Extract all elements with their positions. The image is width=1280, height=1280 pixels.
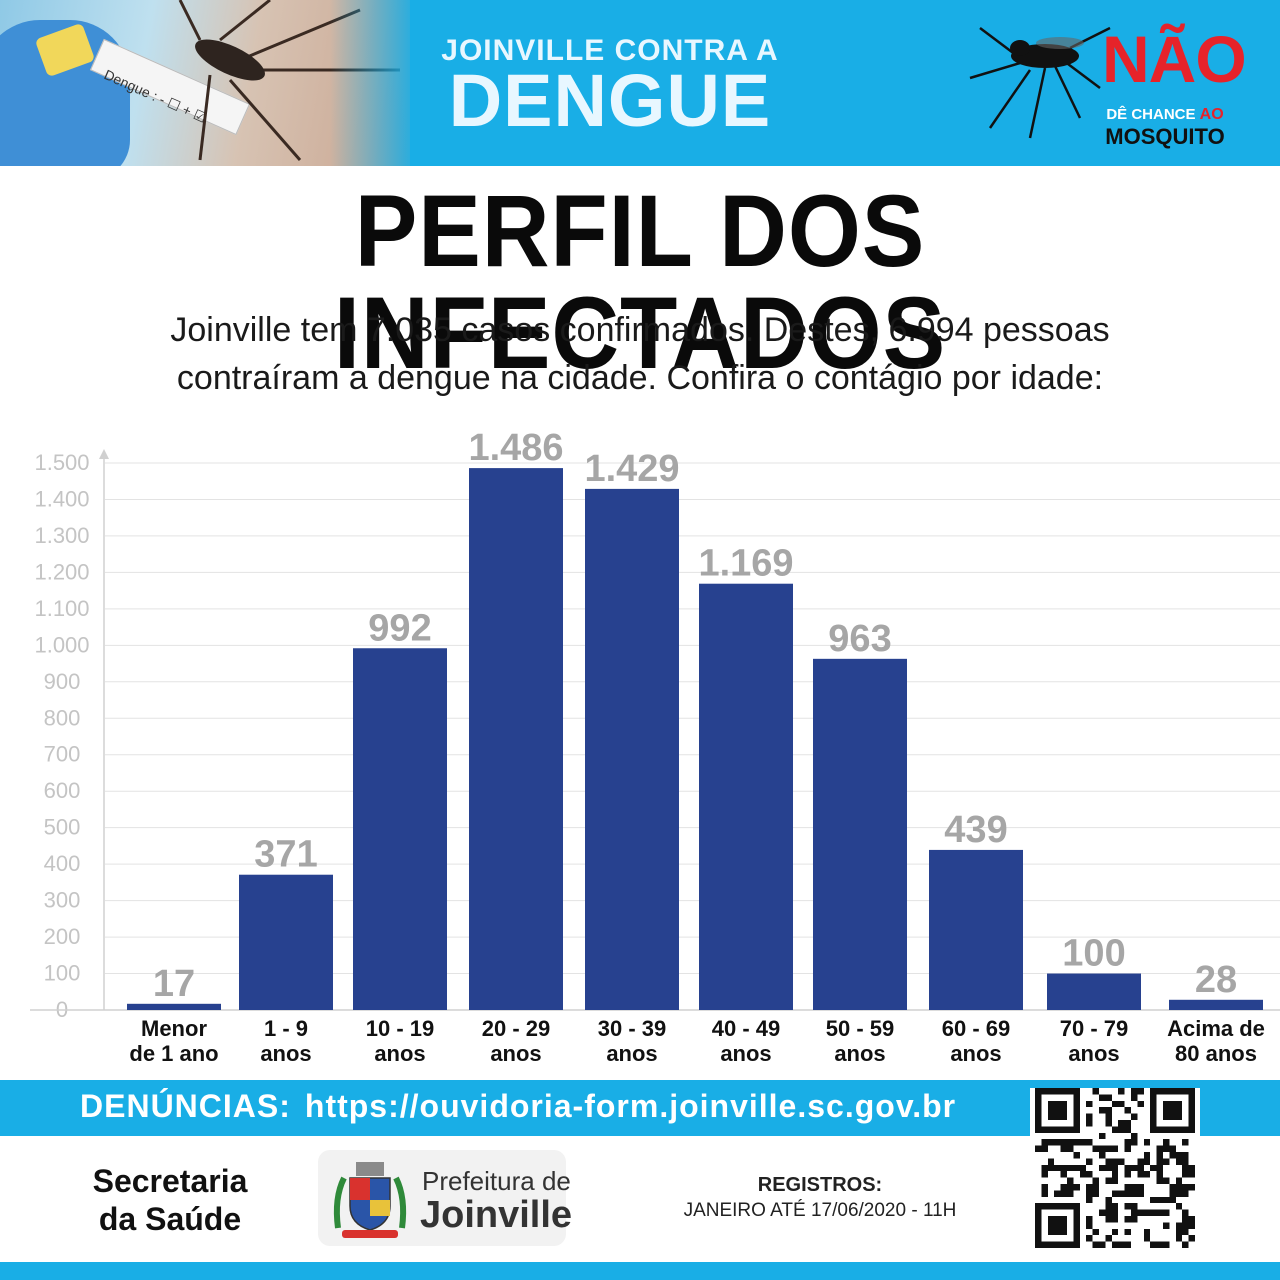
x-category-label: Menor bbox=[141, 1016, 207, 1041]
bar-value-label: 17 bbox=[153, 963, 195, 1005]
x-category-label: de 1 ano bbox=[129, 1041, 218, 1066]
registros-label: REGISTROS: bbox=[757, 1174, 883, 1196]
x-category-label: 30 - 39 bbox=[598, 1016, 667, 1041]
bar bbox=[1047, 973, 1141, 1010]
bar-value-label: 1.169 bbox=[698, 543, 793, 585]
registros-value: JANEIRO ATÉ 17/06/2020 - 11H bbox=[683, 1200, 957, 1221]
y-axis-arrow-icon bbox=[99, 449, 109, 459]
bar-value-label: 28 bbox=[1195, 959, 1237, 1001]
bar bbox=[585, 488, 679, 1010]
x-category-label: anos bbox=[374, 1041, 425, 1066]
bar bbox=[127, 1003, 221, 1010]
bottom-band bbox=[0, 1262, 1280, 1280]
bar bbox=[239, 874, 333, 1010]
y-tick-label: 100 bbox=[44, 961, 81, 986]
x-category-label: 20 - 29 bbox=[482, 1016, 551, 1041]
x-category-label: anos bbox=[720, 1041, 771, 1066]
x-category-label: anos bbox=[260, 1041, 311, 1066]
header-banner: Dengue : - ☐ + ☑ JOINVILLE CONTRA A DENG… bbox=[0, 0, 1280, 166]
mosquito-photo-icon bbox=[178, 0, 400, 161]
page-title: PERFIL DOS INFECTADOS bbox=[333, 174, 947, 390]
campaign-line1: DÊ CHANCE AO bbox=[1106, 106, 1224, 123]
y-tick-label: 500 bbox=[44, 815, 81, 840]
bar bbox=[469, 468, 563, 1010]
campaign-nao-word: NÃO bbox=[1102, 22, 1247, 96]
x-category-label: anos bbox=[950, 1041, 1001, 1066]
y-tick-label: 200 bbox=[44, 924, 81, 949]
bar bbox=[1169, 999, 1263, 1010]
bar-value-label: 992 bbox=[368, 607, 431, 649]
subtitle-line-1: Joinville tem 7.035 casos confirmados. D… bbox=[170, 311, 1110, 349]
bar-chart: 01002003004005006007008009001.0001.1001.… bbox=[30, 427, 1280, 1066]
x-category-label: 10 - 19 bbox=[366, 1016, 435, 1041]
x-category-label: 50 - 59 bbox=[826, 1016, 895, 1041]
secretaria-label: Secretaria da Saúde bbox=[92, 1163, 248, 1237]
x-category-label: 40 - 49 bbox=[712, 1016, 781, 1041]
bar bbox=[699, 583, 793, 1010]
prefeitura-line2: Joinville bbox=[420, 1194, 573, 1236]
y-tick-label: 1.100 bbox=[34, 596, 89, 621]
y-tick-label: 1.500 bbox=[34, 450, 89, 475]
y-tick-label: 800 bbox=[44, 705, 81, 730]
header-subtitle: JOINVILLE CONTRA A bbox=[441, 34, 779, 67]
subtitle-line-2: contraíram a dengue na cidade. Confira o… bbox=[176, 359, 1104, 397]
bar-value-label: 963 bbox=[828, 618, 891, 660]
bar bbox=[353, 648, 447, 1010]
denuncias-link[interactable]: https://ouvidoria-form.joinville.sc.gov.… bbox=[304, 1088, 957, 1124]
header-title: DENGUE bbox=[448, 59, 772, 142]
page-subtitle: Joinville tem 7.035 casos confirmados. D… bbox=[100, 306, 1180, 402]
header-photo: Dengue : - ☐ + ☑ bbox=[0, 0, 410, 166]
bar-value-label: 371 bbox=[254, 834, 317, 876]
x-category-label: 80 anos bbox=[1175, 1041, 1257, 1066]
y-tick-label: 600 bbox=[44, 778, 81, 803]
bar-value-label: 439 bbox=[944, 809, 1007, 851]
x-category-label: anos bbox=[1068, 1041, 1119, 1066]
y-tick-label: 1.300 bbox=[34, 523, 89, 548]
y-tick-label: 700 bbox=[44, 742, 81, 767]
x-category-label: 70 - 79 bbox=[1060, 1016, 1129, 1041]
x-category-label: Acima de bbox=[1167, 1016, 1265, 1041]
x-category-label: 60 - 69 bbox=[942, 1016, 1011, 1041]
bar-value-label: 1.429 bbox=[584, 448, 679, 490]
bar-value-label: 100 bbox=[1062, 933, 1125, 975]
x-category-label: anos bbox=[490, 1041, 541, 1066]
bar-value-label: 1.486 bbox=[468, 427, 563, 469]
city-crest-icon bbox=[333, 1162, 407, 1238]
y-tick-label: 1.200 bbox=[34, 559, 89, 584]
y-tick-label: 300 bbox=[44, 888, 81, 913]
denuncias-text: DENÚNCIAS: https://ouvidoria-form.joinvil… bbox=[80, 1088, 956, 1125]
y-tick-label: 400 bbox=[44, 851, 81, 876]
x-category-label: 1 - 9 bbox=[264, 1016, 308, 1041]
prefeitura-line1: Prefeitura de bbox=[422, 1166, 571, 1196]
qr-code-icon[interactable] bbox=[1030, 1088, 1200, 1248]
denuncias-label: DENÚNCIAS: bbox=[80, 1088, 291, 1124]
y-tick-label: 1.000 bbox=[34, 632, 89, 657]
mosquito-logo-icon bbox=[969, 26, 1111, 139]
x-category-label: anos bbox=[834, 1041, 885, 1066]
bar bbox=[929, 849, 1023, 1010]
bar bbox=[813, 658, 907, 1010]
y-tick-label: 900 bbox=[44, 669, 81, 694]
y-tick-label: 1.400 bbox=[34, 486, 89, 511]
campaign-line2: MOSQUITO bbox=[1105, 124, 1225, 149]
x-category-label: anos bbox=[606, 1041, 657, 1066]
